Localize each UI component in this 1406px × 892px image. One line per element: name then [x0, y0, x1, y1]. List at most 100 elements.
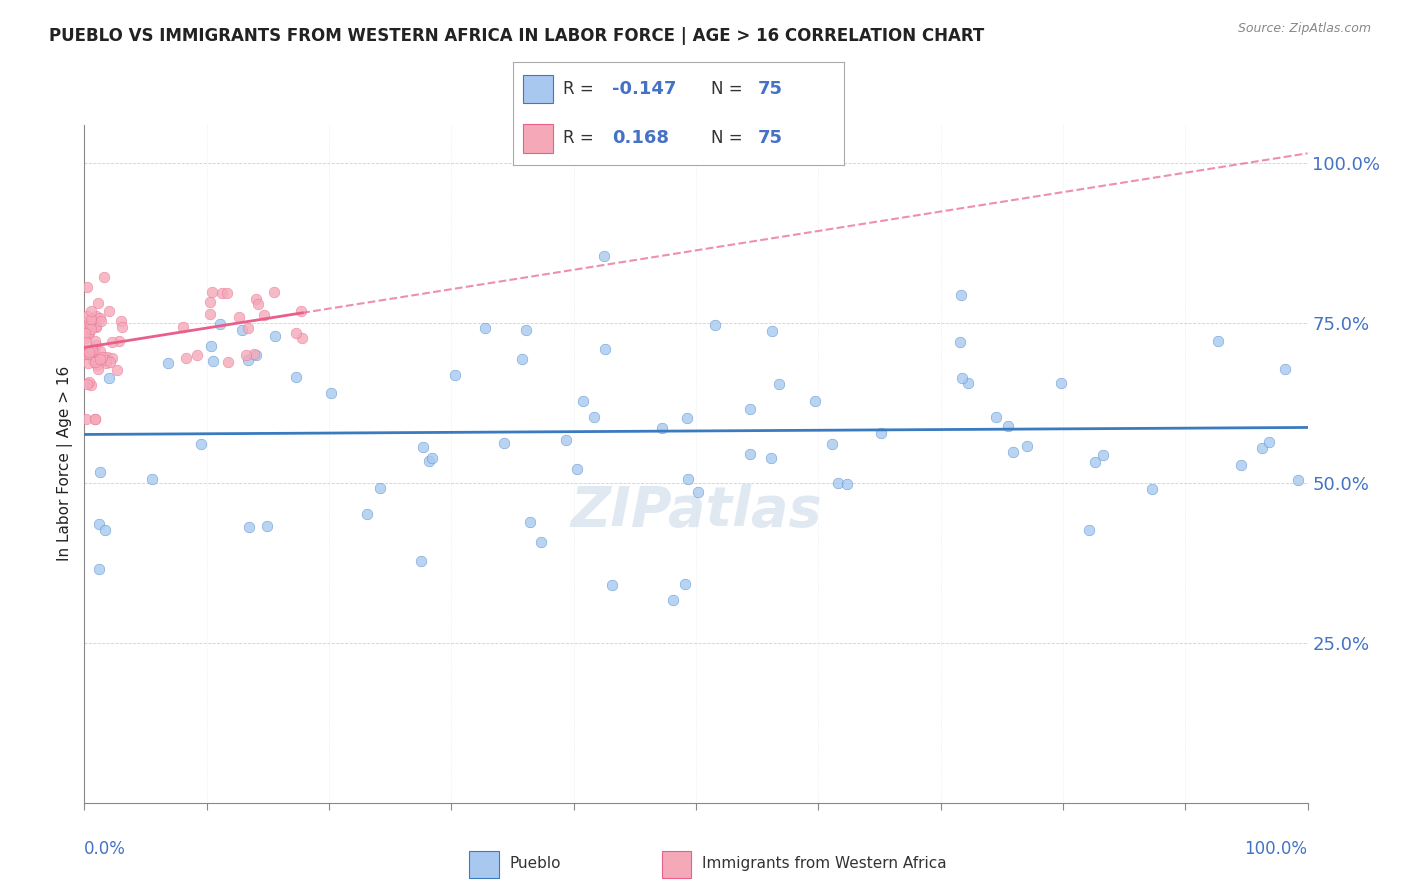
Text: Source: ZipAtlas.com: Source: ZipAtlas.com — [1237, 22, 1371, 36]
Point — [264, 329, 287, 343]
Point — [443, 368, 465, 383]
Point — [368, 481, 391, 495]
Point — [89, 310, 111, 325]
Point — [957, 376, 980, 390]
Point — [949, 334, 972, 349]
Point — [90, 313, 112, 327]
Point — [761, 325, 783, 339]
Point — [76, 309, 98, 323]
Point — [87, 562, 110, 576]
Point — [79, 312, 101, 326]
Point — [676, 410, 699, 425]
Point — [83, 344, 105, 359]
Bar — [662, 851, 692, 879]
Point — [141, 472, 163, 486]
Point — [75, 331, 97, 345]
Point — [89, 351, 111, 366]
Point — [89, 465, 111, 479]
Point — [111, 320, 134, 334]
Point — [97, 371, 120, 385]
Point — [418, 454, 440, 468]
Point — [87, 295, 110, 310]
Point — [821, 437, 844, 451]
Point — [1274, 362, 1296, 376]
Point — [108, 334, 131, 348]
Point — [738, 446, 761, 460]
Bar — [523, 75, 553, 103]
Point — [662, 593, 685, 607]
Point — [76, 345, 98, 359]
Point — [96, 356, 118, 370]
Point — [290, 304, 312, 318]
Point — [89, 343, 111, 358]
Point — [190, 436, 212, 450]
Point — [174, 351, 197, 365]
Point — [84, 310, 107, 324]
Point — [676, 472, 699, 486]
Text: Pueblo: Pueblo — [509, 856, 561, 871]
Text: R =: R = — [562, 79, 599, 97]
Point — [1286, 473, 1309, 487]
Point — [198, 295, 221, 310]
Point — [76, 280, 98, 294]
Point — [291, 331, 314, 345]
Bar — [523, 124, 553, 153]
Point — [565, 462, 588, 476]
Point — [673, 577, 696, 591]
Point — [82, 343, 104, 358]
Y-axis label: In Labor Force | Age > 16: In Labor Force | Age > 16 — [58, 367, 73, 561]
Text: 0.168: 0.168 — [613, 129, 669, 147]
Point — [80, 378, 103, 392]
Point — [82, 353, 104, 368]
Point — [84, 337, 107, 351]
Point — [253, 309, 276, 323]
Point — [256, 518, 278, 533]
Point — [412, 440, 434, 454]
Point — [1015, 439, 1038, 453]
Point — [93, 269, 115, 284]
Point — [202, 354, 225, 368]
Point — [80, 322, 103, 336]
Point — [98, 355, 121, 369]
Point — [827, 475, 849, 490]
Point — [186, 348, 208, 362]
Point — [110, 314, 132, 328]
Point — [94, 523, 117, 537]
Point — [77, 326, 100, 340]
Point — [768, 376, 790, 391]
Point — [101, 334, 124, 349]
Point — [246, 297, 269, 311]
Point — [321, 385, 343, 400]
Point — [75, 346, 97, 360]
Point — [530, 534, 553, 549]
Point — [285, 370, 308, 384]
Text: 100.0%: 100.0% — [1244, 840, 1308, 858]
Point — [73, 326, 96, 341]
Point — [91, 351, 114, 365]
Point — [1258, 434, 1281, 449]
Text: N =: N = — [711, 129, 748, 147]
Point — [208, 317, 231, 331]
Point — [740, 402, 762, 417]
Point — [245, 292, 267, 306]
Point — [986, 409, 1008, 424]
Point — [96, 350, 118, 364]
Point — [602, 578, 624, 592]
Point — [83, 412, 105, 426]
Bar — [470, 851, 499, 879]
Point — [80, 304, 103, 318]
Point — [510, 351, 533, 366]
Point — [87, 362, 110, 376]
Point — [1050, 376, 1073, 390]
Point — [79, 345, 101, 359]
Point — [172, 319, 194, 334]
Point — [84, 355, 107, 369]
Point — [1250, 441, 1272, 455]
Point — [201, 285, 224, 299]
Point — [228, 310, 250, 324]
Point — [555, 433, 578, 447]
Point — [217, 355, 239, 369]
Point — [950, 287, 973, 301]
Point — [75, 334, 97, 349]
Point — [411, 554, 433, 568]
